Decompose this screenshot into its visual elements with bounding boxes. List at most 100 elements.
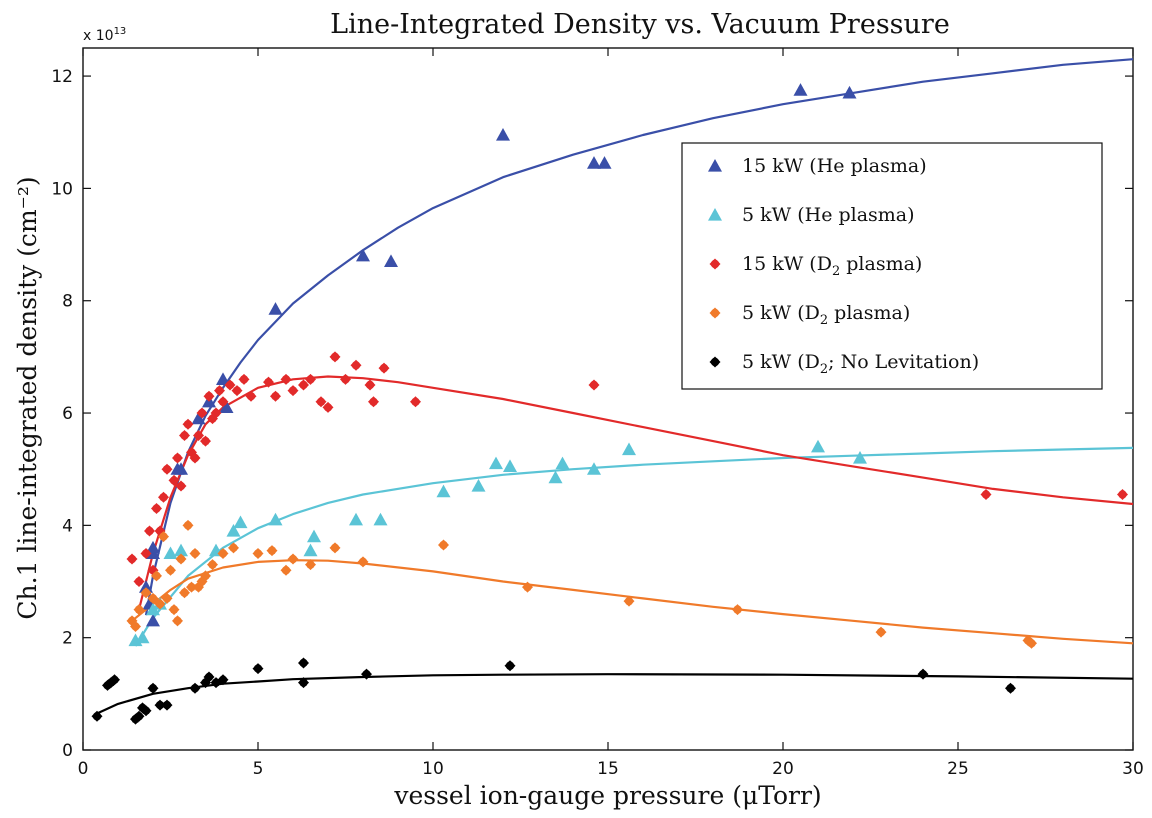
data-point-core [358, 557, 368, 567]
data-point-core [169, 476, 179, 485]
data-point [303, 543, 318, 557]
fit-curve-series-2 [137, 375, 1134, 610]
data-point-core [211, 678, 221, 687]
data-point [174, 462, 188, 475]
data-point [268, 302, 283, 315]
x-tick-label: 15 [597, 759, 619, 779]
data-point-core [288, 386, 298, 395]
data-point-core [215, 386, 224, 395]
data-point-core [134, 712, 144, 721]
data-point-core [159, 532, 168, 541]
data-point [146, 602, 160, 616]
data-point-core [180, 588, 189, 597]
data-point-core [624, 596, 634, 606]
data-point-core [411, 397, 420, 407]
y-axis-label: Ch.1 line-integrated density (cm⁻²) [13, 176, 42, 619]
data-point-core [110, 675, 119, 684]
legend-label-main: 5 kW (D [742, 351, 820, 373]
data-point-core [323, 403, 333, 412]
data-point-core [330, 352, 340, 362]
data-point [373, 512, 388, 526]
x-tick-label: 20 [772, 759, 794, 779]
data-point [146, 613, 160, 627]
data-point-core [1006, 684, 1015, 693]
series-4-points [91, 657, 1016, 725]
legend-label: 5 kW (D2 plasma) [742, 302, 910, 328]
y-tick-label: 0 [62, 741, 73, 761]
data-point-core [201, 436, 210, 446]
y-tick-label: 2 [62, 629, 73, 649]
data-point-core [1118, 490, 1127, 499]
data-point [587, 156, 601, 169]
data-point-core [92, 712, 102, 721]
data-point-core [162, 700, 172, 710]
data-point-core [190, 453, 200, 463]
data-point-core [288, 554, 298, 564]
data-point-core [306, 375, 315, 384]
legend-label: 15 kW (He plasma) [742, 155, 927, 177]
data-point [139, 580, 153, 593]
data-point-core [201, 571, 210, 581]
data-point [233, 515, 248, 529]
data-point-core [190, 549, 200, 558]
legend-marker-core [710, 259, 720, 269]
data-point-core [208, 560, 217, 569]
data-point-core [379, 363, 389, 373]
data-point-core [239, 375, 249, 384]
y-tick-label: 4 [62, 516, 73, 536]
legend-label-main: 15 kW (D [742, 253, 832, 275]
data-point-core [362, 669, 371, 679]
data-point-core [141, 588, 151, 597]
data-point-core [299, 678, 308, 687]
data-point-core [218, 549, 228, 558]
data-point-core [306, 560, 315, 569]
data-point-core [183, 521, 193, 530]
data-point [503, 459, 517, 472]
y-tick-label: 12 [51, 67, 73, 87]
data-point [811, 439, 825, 453]
legend-label-main: 5 kW (He plasma) [742, 204, 915, 226]
data-point-core [246, 391, 256, 401]
data-point-core [229, 543, 238, 553]
y-exponent-label: x 1013 [83, 26, 126, 44]
data-point-core [281, 566, 291, 575]
series-1-points [128, 439, 867, 647]
data-point-core [523, 582, 532, 592]
data-point [174, 543, 188, 557]
legend-label-main: 15 kW (He plasma) [742, 155, 927, 177]
data-point-core [316, 397, 326, 407]
data-point-core [299, 658, 308, 668]
data-point-core [176, 554, 186, 564]
y-tick-label: 8 [62, 292, 73, 312]
legend-label-suffix: plasma) [840, 253, 922, 275]
y-tick-label: 6 [62, 404, 73, 424]
data-point [587, 462, 601, 475]
data-point-core [218, 397, 228, 407]
data-point-core [211, 408, 221, 418]
data-point-core [134, 577, 144, 586]
data-point-core [505, 661, 515, 670]
legend-label-subscript: 2 [820, 313, 828, 328]
legend-label-suffix: plasma) [828, 302, 910, 324]
legend-label: 5 kW (D2; No Levitation) [742, 351, 979, 377]
data-points [91, 83, 1128, 725]
y-exponent-base: x 10 [83, 28, 114, 44]
data-point-core [351, 361, 361, 370]
data-point-core [180, 431, 189, 440]
series-2-points [126, 351, 1128, 588]
data-point-core [190, 684, 200, 693]
data-point [842, 85, 857, 99]
x-tick-label: 0 [78, 759, 89, 779]
data-point-core [299, 380, 308, 390]
data-point-core [187, 582, 196, 592]
data-point-core [155, 599, 165, 609]
data-point-core [267, 546, 277, 555]
legend-box [681, 142, 1103, 390]
legend: 15 kW (He plasma) 5 kW (He plasma) 15 kW (… [681, 142, 1103, 390]
data-point-core [173, 616, 182, 626]
data-point [597, 156, 612, 169]
data-point-core [159, 493, 168, 502]
data-point-core [264, 377, 273, 387]
data-point [356, 248, 370, 262]
